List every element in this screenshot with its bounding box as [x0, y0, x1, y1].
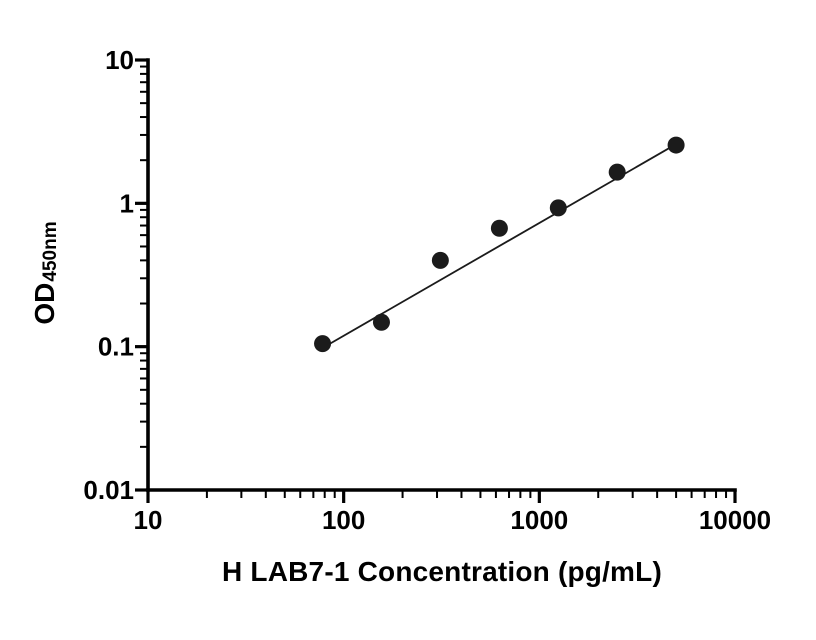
x-tick-label: 10000 [699, 505, 771, 535]
y-tick-label: 1 [120, 188, 134, 218]
x-axis-title-text: H LAB7-1 Concentration (pg/mL) [222, 556, 662, 587]
x-tick-label: 1000 [510, 505, 568, 535]
y-tick-label: 0.01 [83, 475, 134, 505]
data-point [608, 163, 626, 181]
y-axis-title-subscript: 450nm [40, 221, 61, 282]
y-axis-title-text: OD [29, 282, 60, 325]
data-point [490, 219, 508, 237]
x-axis-title: H LAB7-1 Concentration (pg/mL) [118, 556, 766, 596]
x-tick-label: 10 [134, 505, 163, 535]
y-tick-label: 0.1 [98, 332, 134, 362]
data-point [667, 136, 685, 154]
data-point [314, 335, 332, 353]
y-axis-title: OD 450nm [24, 183, 66, 363]
data-point [431, 251, 449, 269]
data-point [372, 313, 390, 331]
data-point [549, 199, 567, 217]
x-tick-label: 100 [322, 505, 365, 535]
y-tick-label: 10 [105, 45, 134, 75]
